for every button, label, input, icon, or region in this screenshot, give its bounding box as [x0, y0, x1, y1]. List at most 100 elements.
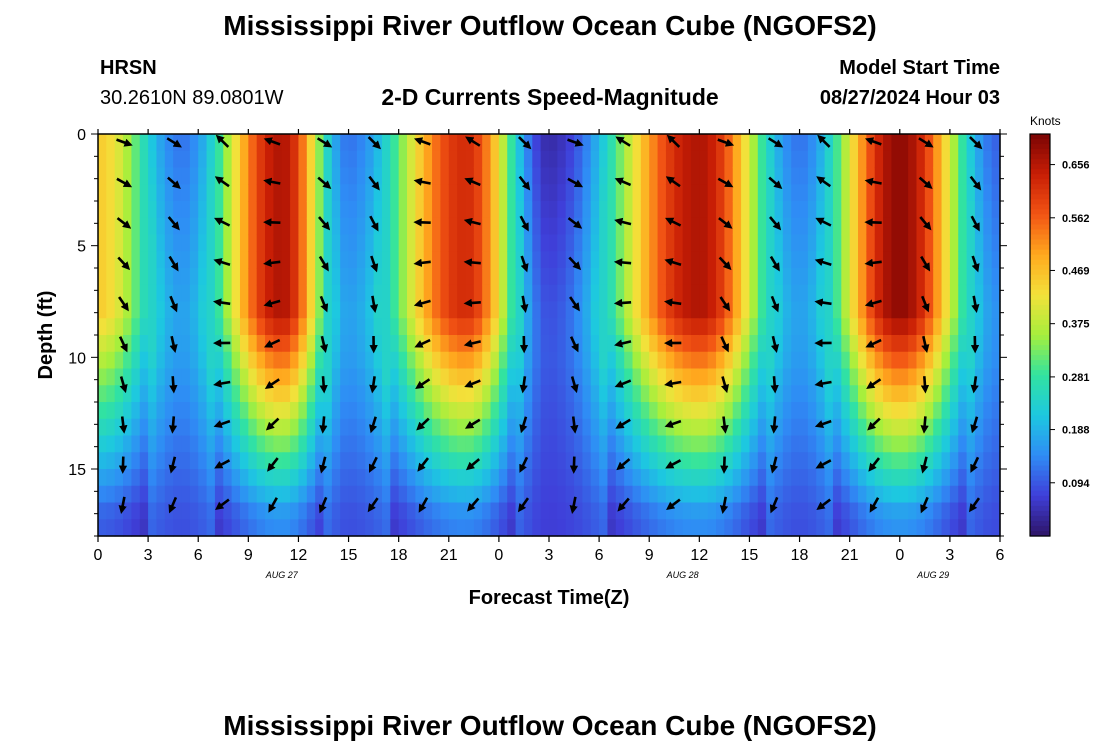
heatmap-cell — [924, 284, 934, 303]
heatmap-cell — [448, 519, 458, 537]
heatmap-cell — [498, 351, 508, 370]
heatmap-cell — [807, 402, 817, 420]
heatmap-cell — [348, 418, 358, 437]
heatmap-cell — [958, 485, 968, 504]
heatmap-cell — [390, 519, 400, 537]
heatmap-cell — [991, 184, 1001, 202]
heatmap-cell — [582, 351, 592, 370]
colorbar-segment — [1030, 219, 1050, 226]
heatmap-cell — [356, 435, 366, 453]
heatmap-cell — [348, 234, 358, 252]
heatmap-cell — [340, 435, 350, 453]
heatmap-cell — [649, 435, 659, 453]
heatmap-cell — [908, 150, 918, 169]
heatmap-cell — [749, 435, 759, 453]
x-tick-label: 0 — [494, 547, 503, 564]
heatmap-cell — [933, 502, 943, 520]
heatmap-cell — [315, 452, 325, 470]
heatmap-cell — [290, 485, 300, 504]
heatmap-cell — [440, 150, 450, 169]
heatmap-cell — [549, 385, 558, 403]
current-arrow — [864, 258, 882, 268]
heatmap-cell — [832, 184, 842, 202]
colorbar-segment — [1030, 340, 1050, 346]
heatmap-cell — [883, 385, 893, 403]
heatmap-cell — [290, 150, 300, 169]
heatmap-cell — [590, 201, 600, 219]
heatmap-cell — [507, 284, 517, 303]
heatmap-cell — [156, 418, 166, 437]
heatmap-cell — [114, 519, 124, 537]
current-arrow — [867, 417, 881, 431]
current-arrow — [265, 417, 280, 431]
heatmap-cell — [340, 268, 350, 286]
heatmap-cell — [156, 368, 166, 386]
heatmap-cell — [799, 519, 809, 537]
heatmap-cell — [741, 134, 751, 152]
heatmap-cell — [123, 368, 133, 386]
heatmap-cell — [189, 268, 199, 286]
heatmap-cell — [181, 318, 191, 336]
current-arrow — [319, 295, 329, 313]
current-arrow — [665, 176, 681, 188]
heatmap-cell — [807, 134, 817, 152]
heatmap-cell — [974, 351, 984, 370]
heatmap-cell — [657, 318, 667, 336]
heatmap-cell — [807, 318, 817, 336]
heatmap-cell — [231, 335, 241, 353]
x-tick-label: 18 — [791, 547, 809, 564]
heatmap-cell — [482, 301, 492, 319]
heatmap-cell — [340, 150, 350, 169]
heatmap-cell — [306, 435, 316, 453]
heatmap-cell — [223, 150, 233, 169]
heatmap-cell — [649, 418, 659, 437]
heatmap-cell — [749, 502, 759, 520]
heatmap-cell — [941, 485, 951, 504]
heatmap-cell — [916, 351, 926, 370]
x-tick-label: 12 — [690, 547, 708, 564]
heatmap-cell — [432, 335, 442, 353]
heatmap-cell — [515, 368, 525, 386]
heatmap-cell — [674, 519, 684, 537]
colorbar-segment — [1030, 324, 1050, 331]
heatmap-cell — [398, 134, 408, 152]
heatmap-cell — [239, 351, 249, 370]
heatmap-cell — [407, 251, 416, 269]
current-arrow — [717, 177, 734, 188]
heatmap-cell — [457, 251, 467, 269]
heatmap-cell — [640, 318, 650, 336]
heatmap-cell — [791, 402, 801, 420]
heatmap-cell — [841, 418, 851, 437]
heatmap-cell — [248, 452, 258, 470]
heatmap-cell — [590, 351, 600, 370]
heatmap-cell — [807, 351, 817, 370]
heatmap-cell — [523, 150, 533, 169]
heatmap-cell — [373, 301, 383, 319]
current-arrow — [814, 419, 832, 428]
heatmap-cell — [398, 234, 408, 252]
heatmap-cell — [265, 368, 274, 386]
heatmap-cell — [632, 418, 642, 437]
heatmap-cell — [649, 268, 659, 286]
heatmap-cell — [248, 469, 258, 487]
heatmap-cell — [465, 167, 475, 185]
heatmap-cell — [214, 435, 224, 453]
heatmap-cell — [565, 402, 575, 420]
heatmap-cell — [323, 167, 333, 185]
heatmap-cell — [540, 134, 550, 152]
heatmap-cell — [741, 435, 751, 453]
heatmap-cell — [891, 469, 901, 487]
heatmap-cell — [866, 351, 876, 370]
heatmap-cell — [682, 502, 692, 520]
heatmap-cell — [549, 452, 558, 470]
heatmap-cell — [549, 435, 558, 453]
heatmap-cell — [724, 201, 734, 219]
heatmap-cell — [114, 351, 124, 370]
heatmap-cell — [448, 201, 458, 219]
heatmap-cell — [265, 268, 274, 286]
heatmap-cell — [599, 268, 609, 286]
heatmap-cell — [582, 318, 592, 336]
heatmap-cell — [356, 335, 366, 353]
heatmap-cell — [490, 368, 500, 386]
heatmap-cell — [908, 502, 918, 520]
